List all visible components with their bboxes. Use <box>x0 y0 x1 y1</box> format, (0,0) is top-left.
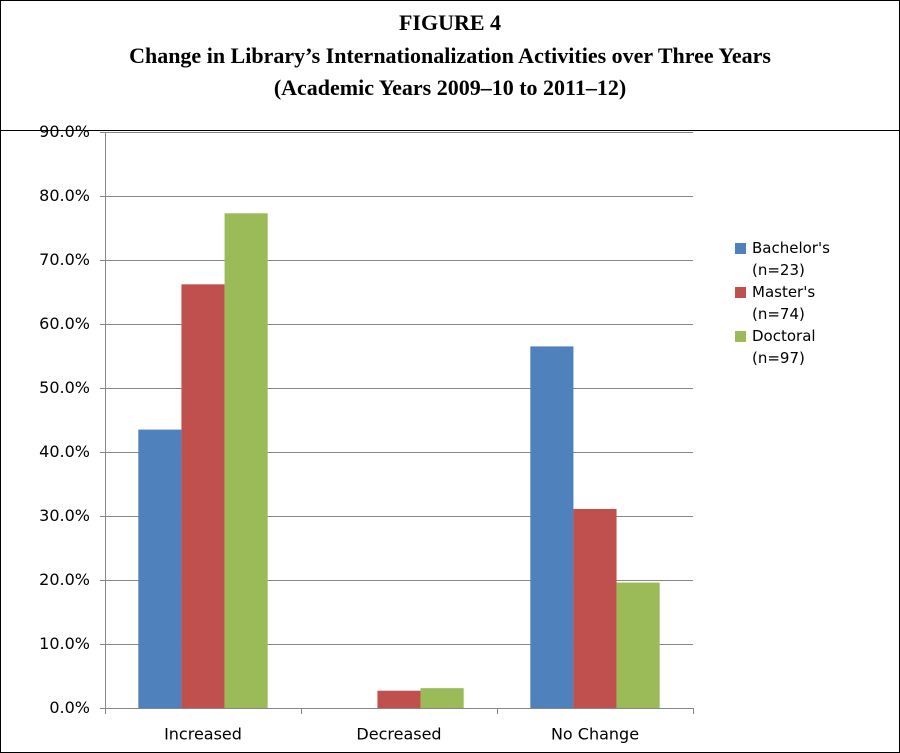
y-tick-label: 0.0% <box>49 698 90 717</box>
y-tick-label: 40.0% <box>39 442 90 461</box>
chart-title: Change in Library’s Internationalization… <box>129 43 771 68</box>
y-tick-label: 50.0% <box>39 378 90 397</box>
x-tick-label: Increased <box>164 725 242 744</box>
y-tick-label: 70.0% <box>39 250 90 269</box>
legend-item: Master's (n=74) <box>735 281 845 325</box>
bar <box>138 429 182 708</box>
y-tick-label: 30.0% <box>39 506 90 525</box>
bar <box>530 346 574 708</box>
legend-item: Doctoral (n=97) <box>735 325 845 369</box>
x-tick-label: Decreased <box>356 725 441 744</box>
bar <box>420 688 464 708</box>
legend: Bachelor's (n=23) Master's (n=74) Doctoral… <box>735 237 845 369</box>
bar <box>573 508 617 708</box>
chart-title: FIGURE 4 <box>399 10 501 35</box>
bar <box>181 284 225 708</box>
legend-label: Doctoral (n=97) <box>752 327 816 367</box>
legend-swatch <box>735 243 746 254</box>
legend-item: Bachelor's (n=23) <box>735 237 845 281</box>
legend-swatch <box>735 287 746 298</box>
legend-label: Master's (n=74) <box>752 283 816 323</box>
x-tick-label: No Change <box>551 725 639 744</box>
y-tick-label: 20.0% <box>39 570 90 589</box>
y-tick-label: 80.0% <box>39 186 90 205</box>
bar <box>224 213 268 708</box>
bar <box>616 582 660 708</box>
y-tick-label: 90.0% <box>39 122 90 141</box>
y-tick-label: 10.0% <box>39 634 90 653</box>
chart-title: (Academic Years 2009–10 to 2011–12) <box>274 75 626 100</box>
legend-swatch <box>735 331 746 342</box>
legend-label: Bachelor's (n=23) <box>752 239 830 279</box>
y-tick-label: 60.0% <box>39 314 90 333</box>
bar <box>377 690 421 708</box>
